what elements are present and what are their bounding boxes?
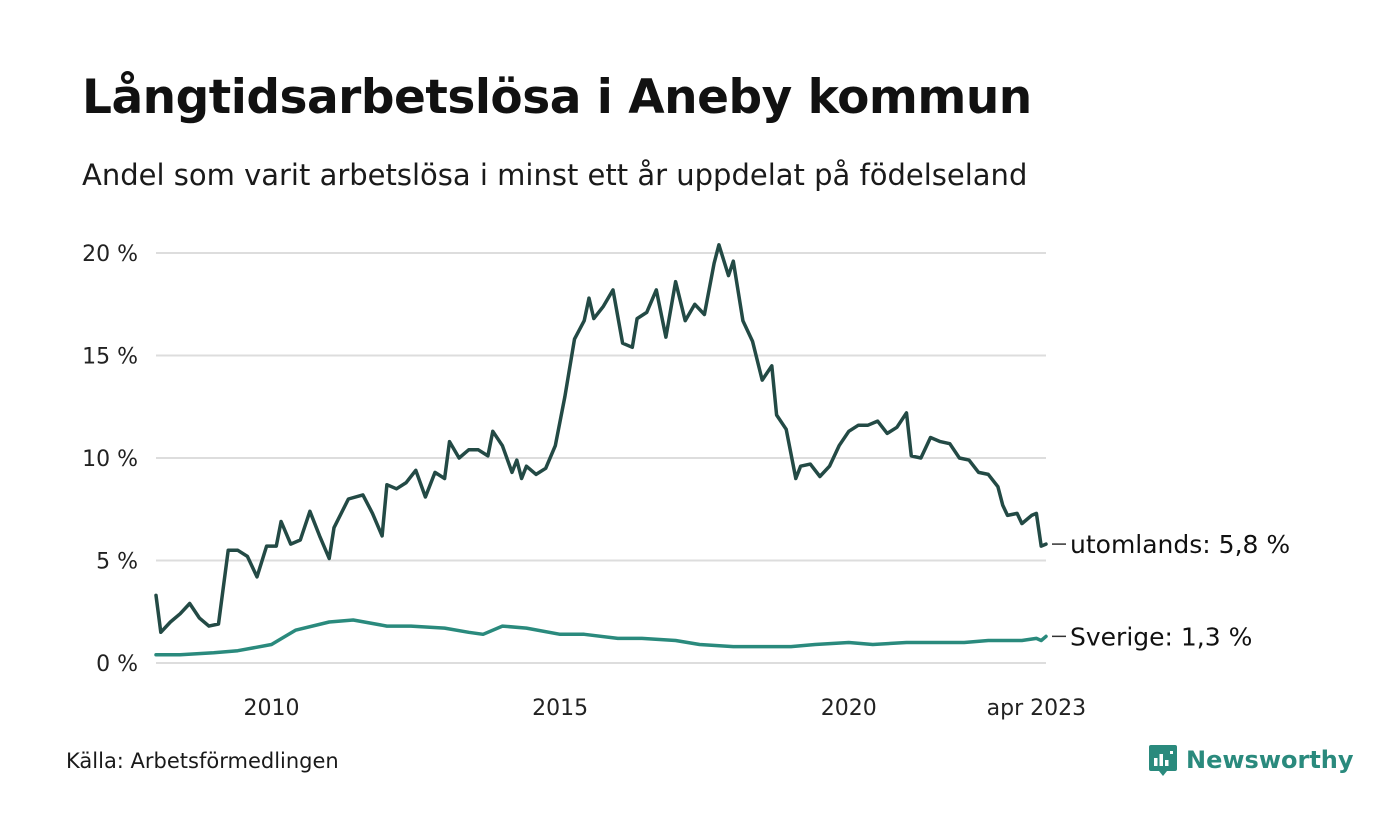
- x-tick-label: 2020: [821, 696, 877, 721]
- brand: Newsworthy: [1148, 743, 1354, 777]
- y-tick-label: 15 %: [82, 345, 138, 370]
- series-line-utomlands: [154, 243, 1048, 635]
- source-note: Källa: Arbetsförmedlingen: [66, 749, 339, 773]
- grid-lines: [156, 252, 1046, 664]
- chart-title: Långtidsarbetslösa i Aneby kommun: [82, 70, 1032, 125]
- series-end-labels: utomlands: 5,8 % Sverige: 1,3 %: [1052, 530, 1290, 651]
- series-lines: [154, 243, 1048, 657]
- end-label-sverige: Sverige: 1,3 %: [1070, 622, 1252, 651]
- series-line-sverige: [154, 618, 1048, 657]
- y-tick-label: 10 %: [82, 447, 138, 472]
- end-label-utomlands: utomlands: 5,8 %: [1070, 530, 1290, 559]
- y-tick-label: 0 %: [96, 652, 138, 677]
- brand-name: Newsworthy: [1186, 746, 1354, 774]
- x-axis-tick-labels: 2010 2015 2020 apr 2023: [243, 696, 1086, 721]
- newsworthy-logo-icon: [1149, 745, 1177, 776]
- chart-subtitle: Andel som varit arbetslösa i minst ett å…: [82, 158, 1028, 192]
- x-tick-label: 2015: [532, 696, 588, 721]
- y-tick-label: 5 %: [96, 550, 138, 575]
- y-tick-label: 20 %: [82, 242, 138, 267]
- x-tick-label: apr 2023: [987, 696, 1086, 721]
- x-tick-label: 2010: [243, 696, 299, 721]
- y-axis-tick-labels: 0 % 5 % 10 % 15 % 20 %: [82, 242, 138, 677]
